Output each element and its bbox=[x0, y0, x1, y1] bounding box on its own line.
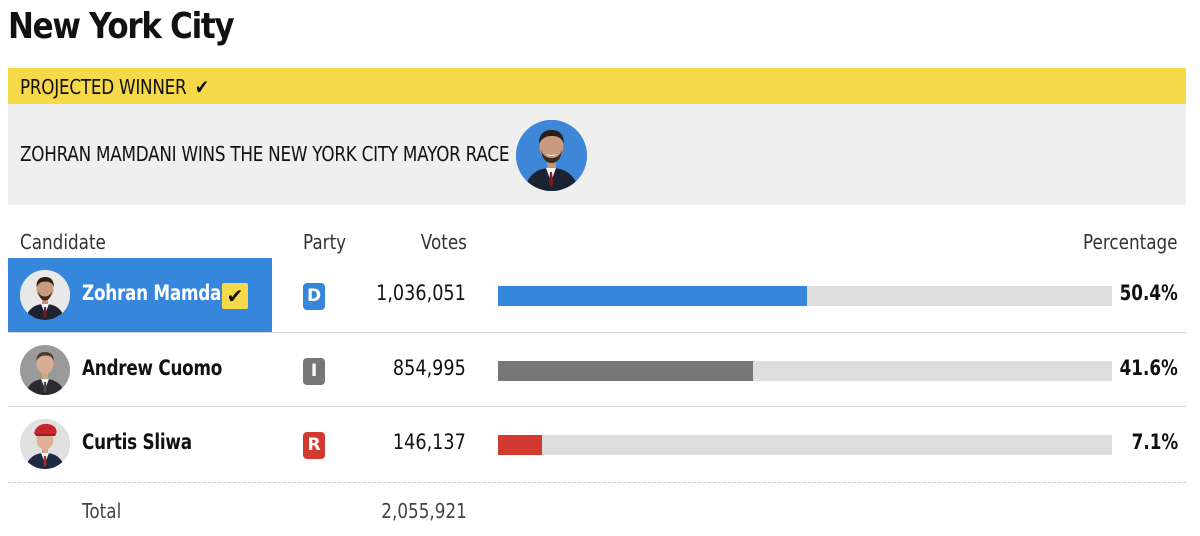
candidate-name: Curtis Sliwa bbox=[82, 430, 192, 454]
party-badge: R bbox=[303, 432, 325, 459]
checkmark-icon: ✔ bbox=[194, 75, 209, 99]
candidate-row-cuomo: Andrew Cuomo I 854,995 41.6% bbox=[8, 333, 1186, 407]
header-candidate: Candidate bbox=[20, 230, 106, 254]
candidate-avatar bbox=[20, 419, 70, 469]
party-badge: I bbox=[303, 358, 325, 385]
candidate-row-mamdani: Zohran Mamdani ✔ D 1,036,051 50.4% bbox=[8, 258, 1186, 332]
row-divider bbox=[8, 406, 1186, 407]
winner-announcement: ZOHRAN MAMDANI WINS THE NEW YORK CITY MA… bbox=[8, 104, 1186, 205]
winner-headline: ZOHRAN MAMDANI WINS THE NEW YORK CITY MA… bbox=[20, 142, 510, 166]
projected-winner-bar: PROJECTED WINNER ✔ bbox=[8, 68, 1186, 104]
projected-winner-label: PROJECTED WINNER ✔ bbox=[20, 75, 209, 99]
vote-percentage: 41.6% bbox=[1119, 356, 1178, 380]
party-badge: D bbox=[303, 283, 325, 310]
header-votes: Votes bbox=[420, 230, 467, 254]
candidate-cell: Curtis Sliwa bbox=[8, 407, 272, 481]
row-divider bbox=[8, 332, 1186, 333]
candidate-cell: Zohran Mamdani ✔ bbox=[8, 258, 272, 332]
winner-check-icon: ✔ bbox=[222, 283, 248, 309]
vote-percentage: 7.1% bbox=[1131, 430, 1178, 454]
vote-share-fill bbox=[498, 361, 754, 381]
page-title: New York City bbox=[8, 6, 235, 47]
vote-share-fill bbox=[498, 435, 542, 455]
candidate-avatar bbox=[20, 345, 70, 395]
vote-percentage: 50.4% bbox=[1119, 281, 1178, 305]
header-party: Party bbox=[303, 230, 347, 254]
vote-count: 854,995 bbox=[393, 356, 466, 380]
vote-share-bar bbox=[498, 286, 1112, 306]
candidate-name: Andrew Cuomo bbox=[82, 356, 223, 380]
candidate-row-sliwa: Curtis Sliwa R 146,137 7.1% bbox=[8, 407, 1186, 481]
vote-share-fill bbox=[498, 286, 808, 306]
vote-share-bar bbox=[498, 361, 1112, 381]
vote-count: 146,137 bbox=[393, 430, 466, 454]
total-label: Total bbox=[82, 499, 122, 523]
projected-winner-text: PROJECTED WINNER bbox=[20, 75, 187, 99]
candidate-avatar bbox=[20, 270, 70, 320]
total-divider bbox=[8, 482, 1186, 483]
total-votes: 2,055,921 bbox=[381, 499, 467, 523]
vote-share-bar bbox=[498, 435, 1112, 455]
header-percentage: Percentage bbox=[1083, 230, 1178, 254]
winner-avatar bbox=[516, 120, 587, 191]
candidate-cell: Andrew Cuomo bbox=[8, 333, 272, 407]
vote-count: 1,036,051 bbox=[376, 281, 466, 305]
candidate-name: Zohran Mamdani bbox=[82, 281, 239, 305]
